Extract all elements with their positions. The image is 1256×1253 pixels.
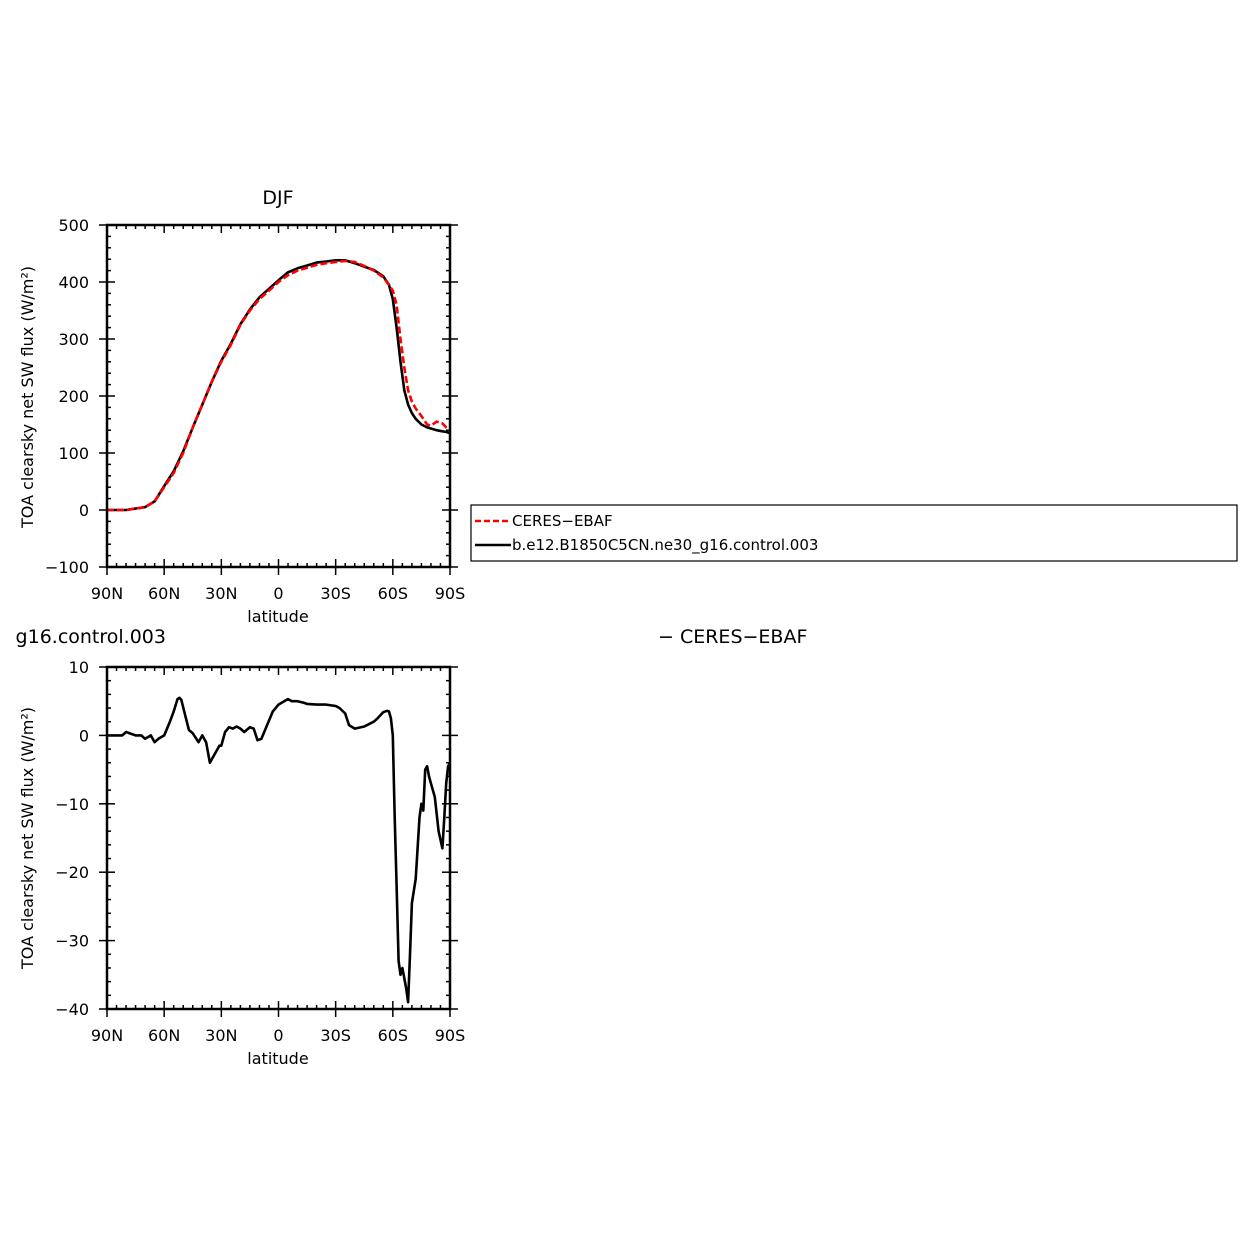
x-tick-label: 30N bbox=[205, 1026, 237, 1045]
legend-box bbox=[470, 504, 1238, 562]
y-tick-label: −40 bbox=[55, 1000, 89, 1019]
bottom-panel-x-axis-label: latitude bbox=[247, 1049, 308, 1068]
x-tick-label: 30N bbox=[205, 584, 237, 603]
y-tick-label: −30 bbox=[55, 932, 89, 951]
y-tick-label: 400 bbox=[58, 273, 89, 292]
bottom-panel: g16.control.003 − CERES−EBAF 90N 60N 30N 0 3… bbox=[16, 626, 808, 1068]
bottom-panel-lines bbox=[107, 696, 452, 1004]
top-panel-x-axis-label: latitude bbox=[247, 607, 308, 626]
bottom-panel-x-tick-labels: 90N 60N 30N 0 30S 60S 90S bbox=[91, 1026, 465, 1045]
top-panel-lines bbox=[107, 258, 451, 512]
y-tick-label: 0 bbox=[79, 501, 89, 520]
x-tick-label: 0 bbox=[273, 1026, 283, 1045]
top-panel-title: DJF bbox=[262, 187, 293, 209]
legend: CERES−EBAF b.e12.B1850C5CN.ne30_g16.cont… bbox=[470, 504, 1238, 562]
x-tick-label: 60N bbox=[148, 1026, 180, 1045]
y-tick-label: 200 bbox=[58, 387, 89, 406]
x-tick-label: 60N bbox=[148, 584, 180, 603]
bottom-panel-y-axis-label: TOA clearsky net SW flux (W/m²) bbox=[18, 707, 37, 970]
top-panel: DJF 90N 60N 30N 0 30S 60S 90S −100 0 100 200 300 40… bbox=[18, 187, 465, 626]
top-panel-x-tick-labels: 90N 60N 30N 0 30S 60S 90S bbox=[91, 584, 465, 603]
top-panel-y-tick-labels: −100 0 100 200 300 400 500 bbox=[45, 216, 89, 577]
y-tick-label: 100 bbox=[58, 444, 89, 463]
bottom-panel-title-left-fragment: g16.control.003 bbox=[16, 626, 166, 648]
x-tick-label: 90N bbox=[91, 584, 123, 603]
legend-model-label: b.e12.B1850C5CN.ne30_g16.control.003 bbox=[512, 536, 818, 555]
top-panel-frame bbox=[105, 223, 452, 569]
y-tick-label: 300 bbox=[58, 330, 89, 349]
bottom-panel-y-tick-labels: −40 −30 −20 −10 0 10 bbox=[55, 658, 89, 1019]
x-tick-label: 30S bbox=[320, 1026, 351, 1045]
y-tick-label: 0 bbox=[79, 726, 89, 745]
x-tick-label: 90N bbox=[91, 1026, 123, 1045]
y-tick-label: −100 bbox=[45, 558, 89, 577]
legend-ceres-label: CERES−EBAF bbox=[512, 512, 613, 530]
top-panel-y-axis-label: TOA clearsky net SW flux (W/m²) bbox=[18, 266, 37, 529]
x-tick-label: 0 bbox=[273, 584, 283, 603]
x-tick-label: 90S bbox=[435, 584, 466, 603]
series-line-model bbox=[107, 696, 452, 1004]
x-tick-label: 90S bbox=[435, 1026, 466, 1045]
y-tick-label: −20 bbox=[55, 863, 89, 882]
y-tick-label: −10 bbox=[55, 795, 89, 814]
series-line-ceres bbox=[107, 259, 451, 512]
y-tick-label: 500 bbox=[58, 216, 89, 235]
y-tick-label: 10 bbox=[69, 658, 89, 677]
x-tick-label: 60S bbox=[378, 584, 409, 603]
bottom-panel-title-right-fragment: − CERES−EBAF bbox=[658, 626, 807, 648]
bottom-panel-frame bbox=[105, 665, 452, 1011]
x-tick-label: 30S bbox=[320, 584, 351, 603]
x-tick-label: 60S bbox=[378, 1026, 409, 1045]
